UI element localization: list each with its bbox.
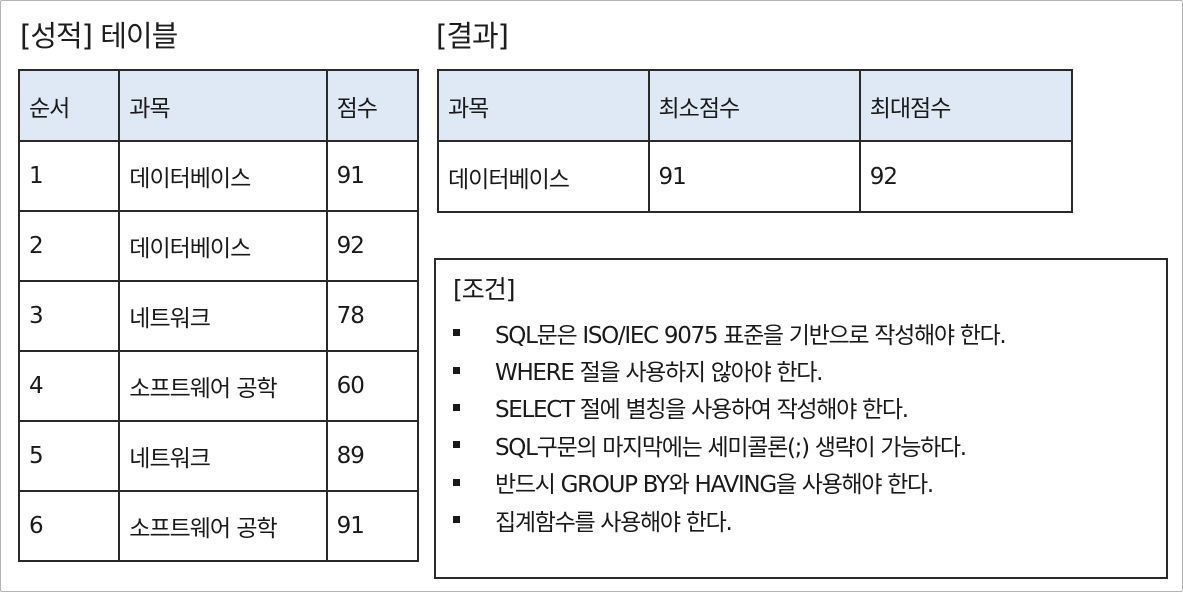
- conditions-list: SQL문은 ISO/IEC 9075 표준을 기반으로 작성해야 한다. WHE…: [453, 314, 1007, 538]
- condition-text: 반드시 GROUP BY와 HAVING을 사용해야 한다.: [495, 472, 934, 499]
- result-table: 과목 최소점수 최대점수 데이터베이스 91 92: [437, 69, 1074, 213]
- table-row: 6 소프트웨어 공학 91: [17, 490, 420, 562]
- table-row: 데이터베이스 91 92: [437, 140, 1074, 213]
- conditions-box: [조건] SQL문은 ISO/IEC 9075 표준을 기반으로 작성해야 한다…: [434, 258, 1168, 579]
- table-row: 5 네트워크 89: [17, 420, 420, 492]
- list-item: 집계함수를 사용해야 한다.: [453, 501, 1005, 538]
- table-cell: 소프트웨어 공학: [118, 350, 328, 422]
- header-cell: 과목: [437, 69, 650, 142]
- header-cell: 과목: [118, 69, 328, 142]
- table-header-row: 순서 과목 점수: [17, 69, 420, 142]
- table-row: 3 네트워크 78: [17, 280, 420, 352]
- list-item: WHERE 절을 사용하지 않아야 한다.: [453, 351, 1005, 388]
- header-cell: 순서: [17, 69, 121, 142]
- list-item: SQL구문의 마지막에는 세미콜론(;) 생략이 가능하다.: [453, 426, 1005, 463]
- table-cell: 92: [325, 210, 420, 282]
- table-cell: 89: [325, 420, 420, 492]
- table-cell: 78: [325, 280, 420, 352]
- table-cell: 1: [17, 140, 121, 212]
- conditions-title: [조건]: [453, 275, 516, 304]
- table-cell: 91: [647, 140, 861, 213]
- table-cell: 네트워크: [118, 280, 328, 352]
- condition-text: SELECT 절에 별칭을 사용하여 작성해야 한다.: [495, 397, 909, 424]
- table-cell: 3: [17, 280, 121, 352]
- score-table: 순서 과목 점수 1 데이터베이스 91 2 데이터베이스 92 3 네트워크 …: [17, 69, 420, 562]
- table-cell: 6: [17, 490, 121, 562]
- header-cell: 최소점수: [647, 69, 861, 142]
- table-header-row: 과목 최소점수 최대점수: [437, 69, 1074, 142]
- table-cell: 5: [17, 420, 121, 492]
- list-item: SQL문은 ISO/IEC 9075 표준을 기반으로 작성해야 한다.: [453, 314, 1007, 351]
- list-item: SELECT 절에 별칭을 사용하여 작성해야 한다.: [453, 389, 1005, 426]
- table-cell: 91: [325, 490, 420, 562]
- result-table-title: [결과]: [436, 19, 509, 53]
- table-row: 2 데이터베이스 92: [17, 210, 420, 282]
- bullet-icon: [453, 366, 460, 374]
- bullet-icon: [453, 403, 460, 411]
- table-cell: 소프트웨어 공학: [118, 490, 328, 562]
- table-cell: 92: [858, 140, 1074, 213]
- table-cell: 4: [17, 350, 121, 422]
- table-cell: 데이터베이스: [118, 210, 328, 282]
- header-cell: 점수: [325, 69, 420, 142]
- table-row: 1 데이터베이스 91: [17, 140, 420, 212]
- bullet-icon: [453, 329, 460, 337]
- table-row: 4 소프트웨어 공학 60: [17, 350, 420, 422]
- list-item: 반드시 GROUP BY와 HAVING을 사용해야 한다.: [453, 464, 1005, 501]
- condition-text: WHERE 절을 사용하지 않아야 한다.: [495, 360, 823, 387]
- table-cell: 데이터베이스: [437, 140, 650, 213]
- condition-text: SQL구문의 마지막에는 세미콜론(;) 생략이 가능하다.: [495, 434, 967, 461]
- condition-text: SQL문은 ISO/IEC 9075 표준을 기반으로 작성해야 한다.: [495, 322, 1007, 349]
- table-cell: 데이터베이스: [118, 140, 328, 212]
- score-table-title: [성적] 테이블: [20, 19, 178, 53]
- table-cell: 네트워크: [118, 420, 328, 492]
- table-cell: 2: [17, 210, 121, 282]
- bullet-icon: [453, 478, 460, 486]
- table-cell: 60: [325, 350, 420, 422]
- header-cell: 최대점수: [858, 69, 1074, 142]
- bullet-icon: [453, 516, 460, 524]
- bullet-icon: [453, 441, 460, 449]
- table-cell: 91: [325, 140, 420, 212]
- condition-text: 집계함수를 사용해야 한다.: [495, 509, 733, 536]
